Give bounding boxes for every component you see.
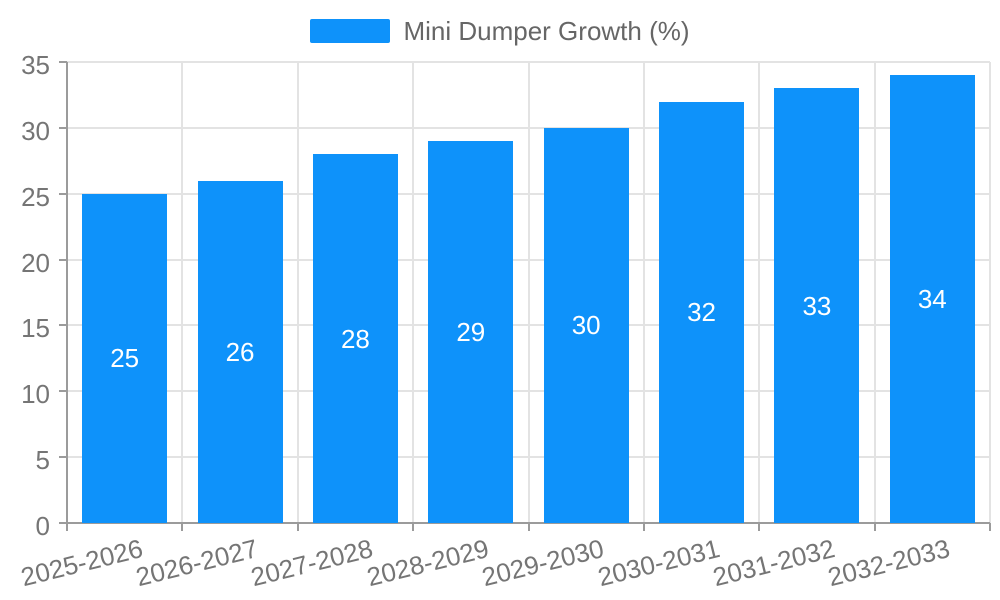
v-gridline [181,62,184,523]
bar-value-label: 30 [571,310,601,341]
x-axis-tick [412,523,415,531]
y-axis-tick-label: 15 [21,313,50,344]
bar-2028-2029[interactable]: 29 [428,141,514,523]
y-axis-tick [59,258,67,261]
y-axis-tick-label: 25 [21,181,50,212]
x-axis-tick [873,523,876,531]
y-axis-tick [59,61,67,63]
bar-value-label: 28 [340,323,370,354]
bar-value-label: 32 [687,297,717,328]
y-axis-tick [59,192,67,195]
bar-2032-2033[interactable]: 34 [889,75,975,523]
bar-2030-2031[interactable]: 32 [659,101,745,523]
x-axis-tick [527,523,530,531]
y-axis-tick [59,324,67,327]
legend-label: Mini Dumper Growth (%) [403,16,690,46]
bar-2031-2032[interactable]: 33 [774,88,860,523]
y-axis-tick [59,126,67,129]
v-gridline [412,62,415,523]
bar-2026-2027[interactable]: 26 [197,180,283,523]
y-axis-tick-label: 0 [35,511,50,541]
legend-swatch [310,19,391,43]
y-axis-tick [59,390,67,393]
x-axis-tick [296,523,299,531]
x-axis-line [59,522,990,524]
x-axis-tick [181,523,184,531]
bar-2027-2028[interactable]: 28 [312,154,398,523]
y-axis-tick-label: 30 [21,115,50,146]
bar-2029-2030[interactable]: 30 [543,127,629,523]
bar-value-label: 29 [456,317,486,347]
x-axis-tick [758,523,761,531]
y-axis-tick-label: 10 [21,379,50,410]
x-axis-tick [642,523,645,531]
v-gridline [758,62,761,523]
y-axis-line [66,62,68,524]
bar-value-label: 25 [110,343,140,374]
x-axis-tick [989,523,991,531]
v-gridline [989,62,991,523]
bar-value-label: 33 [802,290,832,321]
v-gridline [642,62,645,523]
x-axis-tick [66,523,68,531]
bar-value-label: 26 [225,336,255,367]
legend-item[interactable]: Mini Dumper Growth (%) [0,18,1000,44]
y-axis-tick-label: 5 [35,445,50,476]
bar-2025-2026[interactable]: 25 [82,193,168,523]
v-gridline [873,62,876,523]
y-axis-tick-label: 20 [21,247,50,278]
bar-value-label: 34 [917,284,947,315]
v-gridline [296,62,299,523]
v-gridline [527,62,530,523]
y-axis-tick-label: 35 [21,50,50,80]
y-axis-tick [59,456,67,459]
